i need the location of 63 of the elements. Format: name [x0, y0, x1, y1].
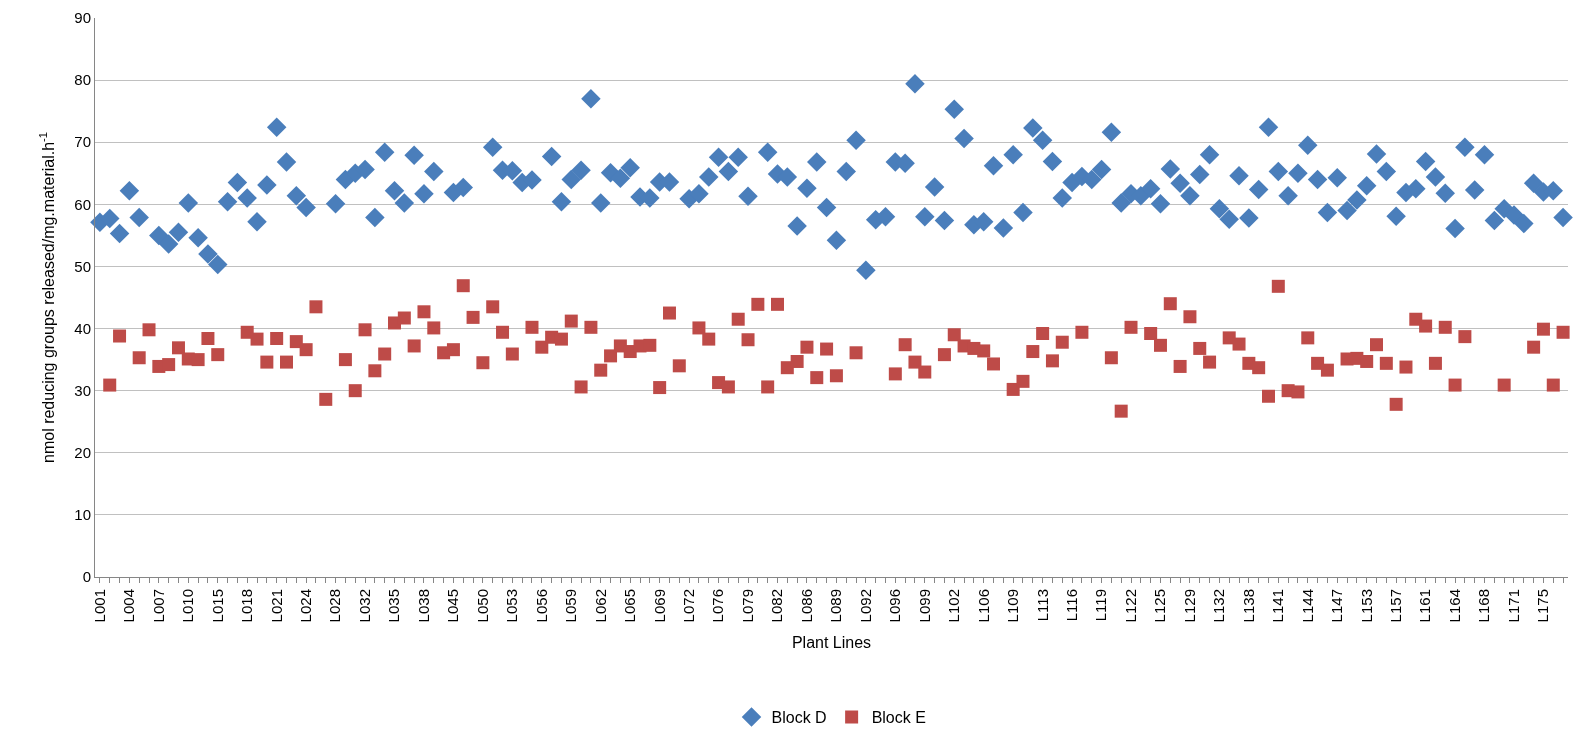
x-tick-label: L082 — [768, 589, 786, 623]
x-tick-label: L024 — [297, 589, 315, 623]
x-tick-label: L015 — [208, 589, 226, 623]
x-tick-label: L035 — [385, 589, 403, 623]
x-tick-label: L161 — [1416, 589, 1434, 623]
x-tick-label: L092 — [856, 589, 874, 623]
x-tick-label: L079 — [738, 589, 756, 623]
x-tick-label: L007 — [149, 589, 167, 623]
x-tick-label: L038 — [414, 589, 432, 623]
y-tick-label: 30 — [74, 381, 91, 399]
x-tick-label: L153 — [1357, 589, 1375, 623]
y-tick-label: 50 — [74, 257, 91, 275]
y-tick-label: 60 — [74, 195, 91, 213]
x-tick-label: L062 — [591, 589, 609, 623]
x-tick-label: L045 — [444, 589, 462, 623]
x-tick-label: L175 — [1534, 589, 1552, 623]
x-tick-label: L076 — [709, 589, 727, 623]
x-tick-label: L032 — [355, 589, 373, 623]
x-tick-label: L086 — [797, 589, 815, 623]
x-tick-label: L164 — [1445, 589, 1463, 623]
x-tick-label: L171 — [1504, 589, 1522, 623]
x-tick-label: L004 — [120, 589, 138, 623]
y-tick-label: 0 — [82, 568, 91, 586]
x-tick-label: L138 — [1239, 589, 1257, 623]
x-tick-label: L096 — [886, 589, 904, 623]
x-tick-label: L099 — [915, 589, 933, 623]
x-tick-label: L119 — [1092, 589, 1110, 622]
x-axis-title: Plant Lines — [791, 634, 872, 652]
x-tick-label: L018 — [238, 589, 256, 623]
y-tick-label: 90 — [74, 9, 91, 27]
x-tick-label: L056 — [532, 589, 550, 623]
x-tick-label: L168 — [1475, 589, 1493, 623]
y-tick-label: 70 — [74, 133, 91, 151]
x-tick-label: L147 — [1328, 589, 1346, 623]
legend-label: Block D — [771, 709, 827, 727]
x-tick-label: L010 — [179, 589, 197, 623]
x-tick-label: L116 — [1062, 589, 1080, 622]
x-tick-label: L129 — [1180, 589, 1198, 623]
x-tick-label: L141 — [1269, 589, 1287, 623]
x-tick-label: L157 — [1387, 589, 1405, 623]
x-tick-label: L053 — [503, 589, 521, 623]
x-tick-label: L125 — [1151, 589, 1169, 623]
x-tick-label: L001 — [90, 589, 108, 623]
y-tick-label: 80 — [74, 71, 91, 89]
y-tick-label: 10 — [74, 506, 91, 524]
x-tick-label: L050 — [473, 589, 491, 623]
x-tick-label: L059 — [562, 589, 580, 623]
y-tick-label: 20 — [74, 444, 91, 462]
x-tick-label: L109 — [1004, 589, 1022, 623]
x-tick-label: L021 — [267, 589, 285, 623]
x-tick-label: L065 — [621, 589, 639, 623]
x-tick-label: L106 — [974, 589, 992, 623]
x-tick-label: L122 — [1121, 589, 1139, 623]
x-tick-label: L089 — [827, 589, 845, 623]
x-tick-label: L028 — [326, 589, 344, 623]
x-tick-label: L144 — [1298, 589, 1316, 623]
x-tick-label: L132 — [1210, 589, 1228, 623]
x-tick-label: L069 — [650, 589, 668, 623]
x-tick-label: L113 — [1033, 589, 1051, 622]
x-tick-label: L102 — [945, 589, 963, 623]
legend-label: Block E — [871, 709, 926, 727]
y-tick-label: 40 — [74, 319, 91, 337]
x-tick-label: L072 — [679, 589, 697, 623]
